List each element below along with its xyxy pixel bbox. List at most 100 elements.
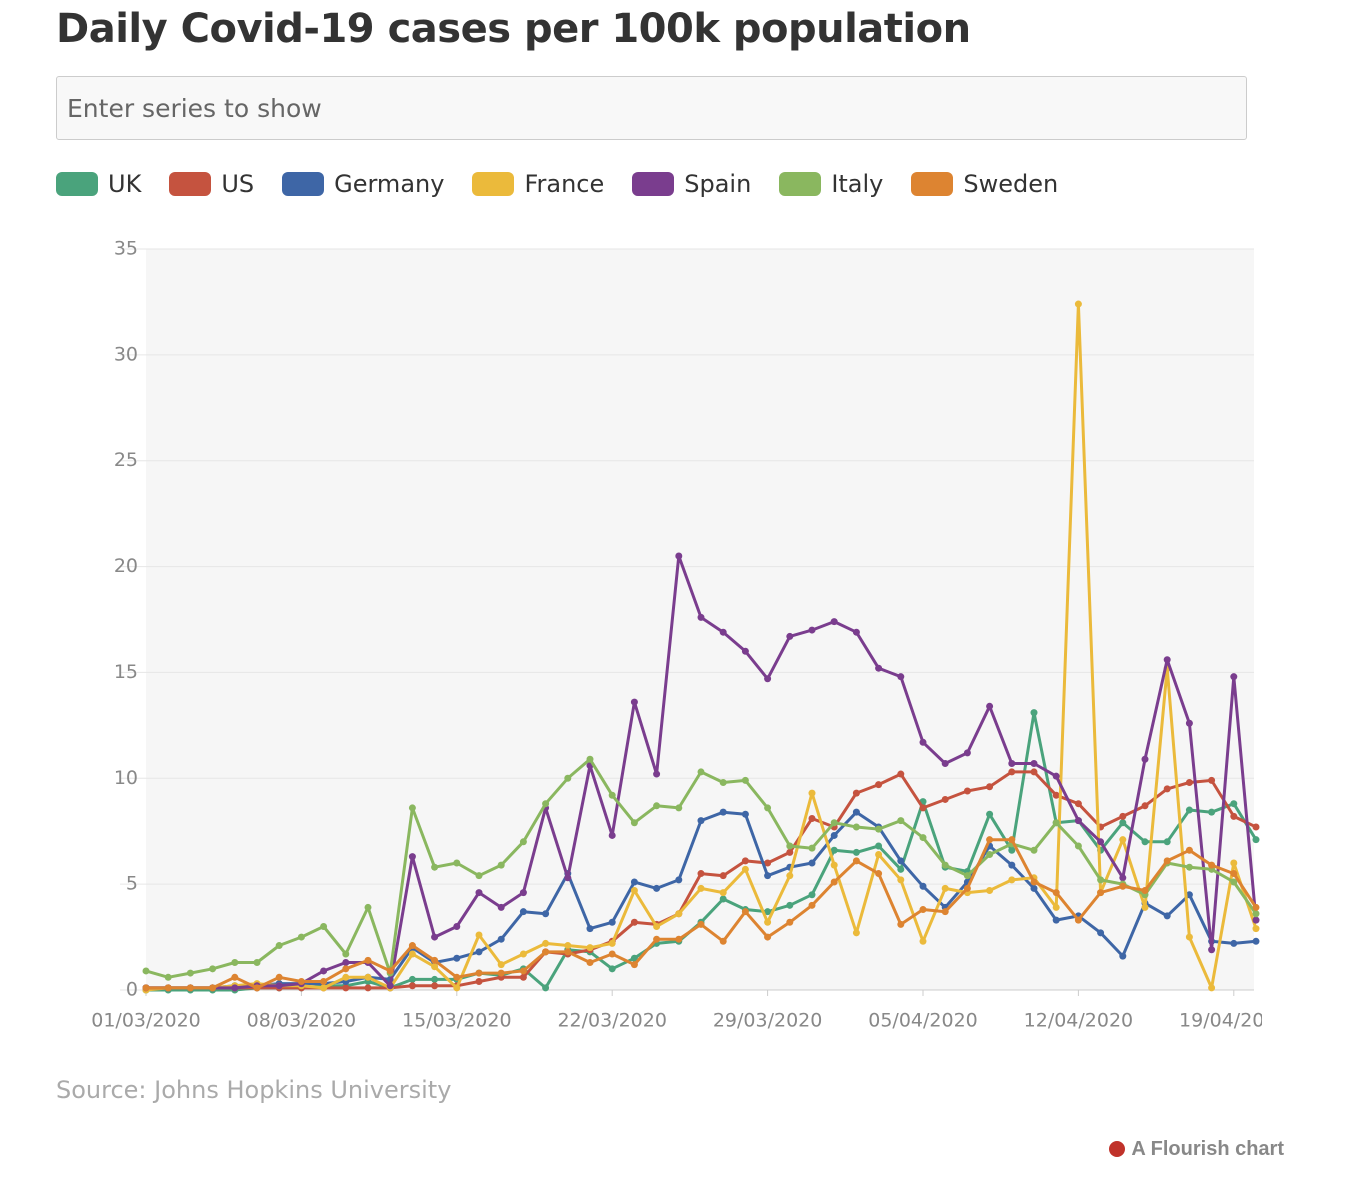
data-point xyxy=(741,908,749,916)
data-point xyxy=(675,804,683,812)
data-point xyxy=(1208,946,1216,954)
data-point xyxy=(297,933,305,941)
data-point xyxy=(1185,863,1193,871)
data-point xyxy=(1208,984,1216,992)
legend-item[interactable]: US xyxy=(169,170,254,198)
data-point xyxy=(1252,925,1260,933)
data-point xyxy=(897,865,905,873)
data-point xyxy=(941,884,949,892)
data-point xyxy=(431,963,439,971)
data-point xyxy=(608,791,616,799)
legend-label: France xyxy=(524,170,605,198)
data-point xyxy=(786,872,794,880)
credit[interactable]: A Flourish chart xyxy=(1109,1138,1284,1161)
data-point xyxy=(1230,673,1238,681)
data-point xyxy=(586,944,594,952)
legend-swatch xyxy=(282,172,325,196)
data-point xyxy=(564,948,572,956)
data-point xyxy=(1230,800,1238,808)
legend-label: Sweden xyxy=(963,170,1059,198)
data-point xyxy=(608,918,616,926)
data-point xyxy=(386,982,394,990)
data-point xyxy=(497,935,505,943)
data-point xyxy=(408,975,416,983)
credit-text: A Flourish chart xyxy=(1131,1138,1284,1160)
data-point xyxy=(808,891,816,899)
data-point xyxy=(475,872,483,880)
data-point xyxy=(364,973,372,981)
data-point xyxy=(1141,802,1149,810)
data-point xyxy=(941,759,949,767)
legend-swatch xyxy=(632,172,675,196)
data-point xyxy=(1074,916,1082,924)
data-point xyxy=(675,935,683,943)
data-point xyxy=(697,613,705,621)
legend-item[interactable]: UK xyxy=(56,170,141,198)
data-point xyxy=(186,969,194,977)
y-tick-label: 30 xyxy=(114,343,138,365)
data-point xyxy=(1119,819,1127,827)
legend-item[interactable]: Sweden xyxy=(911,170,1058,198)
x-tick-label: 12/04/2020 xyxy=(1024,1010,1134,1032)
data-point xyxy=(653,802,661,810)
data-point xyxy=(1252,903,1260,911)
x-tick-label: 05/04/2020 xyxy=(868,1010,978,1032)
data-point xyxy=(164,973,172,981)
data-point xyxy=(1252,937,1260,945)
data-point xyxy=(542,984,550,992)
data-point xyxy=(653,935,661,943)
legend-item[interactable]: Spain xyxy=(632,170,751,198)
data-point xyxy=(1163,838,1171,846)
data-point xyxy=(475,948,483,956)
x-axis: 01/03/2020 08/03/2020 15/03/2020 22/03/2020… xyxy=(91,989,1262,1032)
data-point xyxy=(786,918,794,926)
data-point xyxy=(963,749,971,757)
data-point xyxy=(719,895,727,903)
data-point xyxy=(897,876,905,884)
data-point xyxy=(986,851,994,859)
data-point xyxy=(542,910,550,918)
data-point xyxy=(1230,812,1238,820)
data-point xyxy=(542,939,550,947)
search-box[interactable]: Enter series to show xyxy=(56,76,1247,140)
data-point xyxy=(519,973,527,981)
legend-item[interactable]: Italy xyxy=(779,170,883,198)
legend: UK US Germany France Spain Italy Sweden xyxy=(56,170,1058,198)
legend-swatch xyxy=(911,172,954,196)
data-point xyxy=(453,859,461,867)
data-point xyxy=(808,626,816,634)
legend-label: Italy xyxy=(831,170,884,198)
data-point xyxy=(897,857,905,865)
data-point xyxy=(1008,836,1016,844)
data-point xyxy=(1097,929,1105,937)
data-point xyxy=(675,552,683,560)
data-point xyxy=(1252,836,1260,844)
data-point xyxy=(453,984,461,992)
y-tick-label: 0 xyxy=(126,979,138,1001)
data-point xyxy=(875,664,883,672)
data-point xyxy=(986,702,994,710)
y-tick-label: 15 xyxy=(114,661,138,683)
legend-item[interactable]: France xyxy=(472,170,604,198)
data-point xyxy=(1008,759,1016,767)
search-placeholder: Enter series to show xyxy=(67,94,322,123)
data-point xyxy=(364,903,372,911)
data-point xyxy=(1141,903,1149,911)
data-point xyxy=(963,884,971,892)
data-point xyxy=(675,876,683,884)
data-point xyxy=(231,973,239,981)
y-tick-label: 25 xyxy=(114,449,138,471)
data-point xyxy=(719,872,727,880)
data-point xyxy=(1097,876,1105,884)
legend-item[interactable]: Germany xyxy=(282,170,444,198)
data-point xyxy=(653,922,661,930)
x-tick-label: 15/03/2020 xyxy=(402,1010,512,1032)
data-point xyxy=(852,929,860,937)
data-point xyxy=(741,857,749,865)
data-point xyxy=(209,965,217,973)
data-point xyxy=(764,908,772,916)
data-point xyxy=(697,768,705,776)
data-point xyxy=(342,950,350,958)
data-point xyxy=(519,908,527,916)
